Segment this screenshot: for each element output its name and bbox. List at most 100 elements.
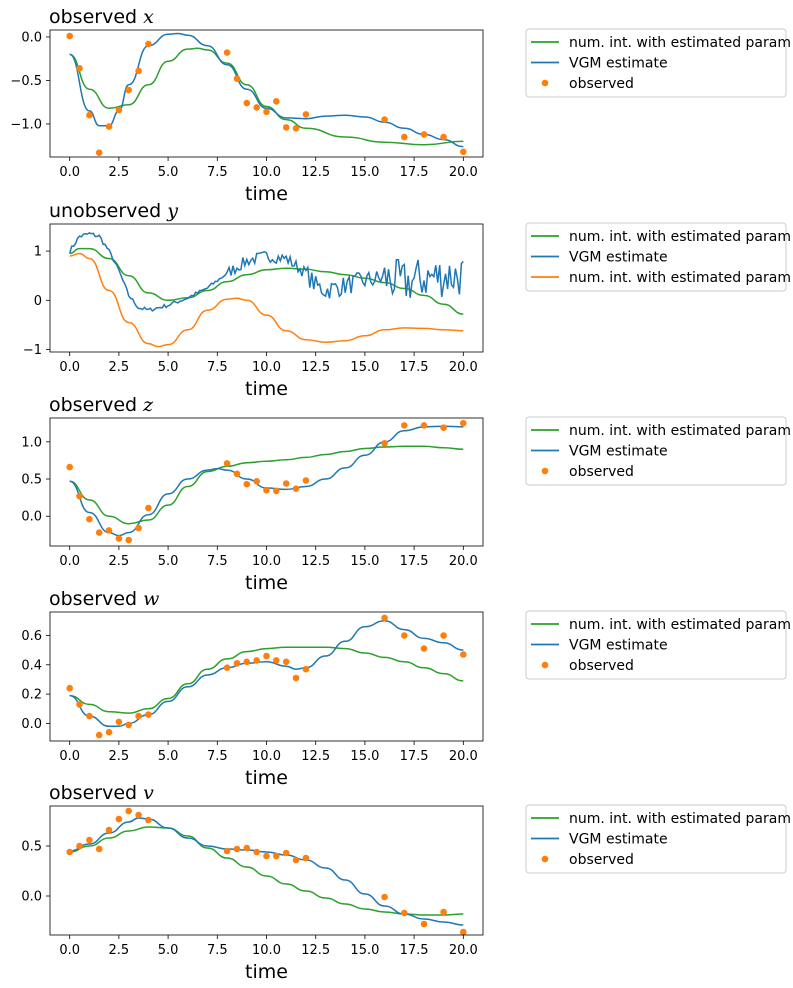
data-point: [440, 424, 447, 432]
x-tick-label: 5.0: [158, 554, 179, 569]
x-axis-label: time: [245, 767, 288, 789]
data-point: [401, 422, 408, 429]
data-point: [105, 527, 113, 534]
data-point: [273, 852, 280, 860]
chart-panel-1: observed x 0.0 2.5 5.0 7.5 10.0 12.5 15.0 17.5 20…: [10, 6, 791, 205]
x-tick-label: 12.5: [301, 165, 330, 180]
chart-title-prefix: observed: [49, 394, 143, 416]
data-point: [76, 701, 83, 708]
chart-title: observed w: [49, 588, 159, 610]
data-point: [420, 645, 428, 652]
data-point: [105, 826, 113, 834]
y-tick-label: 0.6: [21, 629, 42, 644]
data-point: [233, 470, 241, 478]
data-point: [233, 75, 241, 82]
chart-title: unobserved y: [49, 200, 178, 222]
legend-label: observed: [569, 76, 634, 92]
data-point: [243, 844, 251, 852]
legend: num. int. with estimated param VGM estima…: [525, 222, 791, 292]
x-tick-label: 0.0: [59, 749, 80, 764]
series-line-2: [68, 232, 464, 312]
data-point: [440, 632, 447, 639]
data-point: [420, 422, 428, 429]
y-tick-label: −1.0: [10, 117, 42, 132]
x-tick-label: 0.0: [59, 165, 80, 180]
x-tick-label: 0.0: [59, 360, 80, 375]
data-point: [440, 133, 447, 141]
y-tick-label: 0.5: [21, 840, 42, 855]
data-point: [135, 712, 142, 720]
plot-area: [66, 419, 467, 544]
legend-label: num. int. with estimated param: [569, 270, 791, 286]
data-point: [76, 65, 83, 72]
data-point: [115, 718, 123, 726]
legend-marker: [541, 79, 549, 87]
legend-marker: [541, 661, 549, 669]
data-point: [86, 515, 93, 523]
chart-title: observed z: [49, 394, 154, 416]
series-line-1: [69, 445, 464, 525]
y-tick-label: 0.0: [21, 510, 42, 525]
legend: num. int. with estimated param VGM estima…: [525, 416, 791, 486]
data-point: [86, 836, 93, 844]
data-point: [115, 535, 123, 542]
series-line-3: [69, 252, 464, 348]
data-point: [66, 684, 73, 692]
data-point: [95, 529, 103, 536]
x-tick-label: 20.0: [449, 749, 478, 764]
y-tick-label: 0.2: [21, 688, 42, 703]
x-tick-label: 15.0: [350, 165, 379, 180]
data-point: [282, 124, 290, 131]
data-point: [76, 842, 83, 850]
series-line-1: [69, 47, 464, 146]
legend-box: [525, 222, 787, 292]
data-point: [66, 463, 73, 471]
series-line-1: [69, 247, 464, 315]
x-tick-label: 17.5: [400, 943, 429, 958]
y-tick-label: 1: [34, 245, 42, 260]
data-point: [95, 731, 103, 739]
data-point: [282, 480, 290, 487]
data-point: [95, 149, 103, 156]
data-point: [292, 674, 300, 682]
chart-title-prefix: observed: [49, 588, 143, 610]
chart-title-variable: v: [143, 782, 154, 804]
data-point: [125, 807, 132, 815]
legend-box: [525, 610, 787, 680]
data-point: [243, 480, 251, 488]
x-tick-label: 10.0: [252, 554, 281, 569]
data-point: [135, 524, 142, 532]
legend-label: num. int. with estimated param: [569, 423, 791, 439]
x-tick-label: 15.0: [350, 749, 379, 764]
x-tick-label: 20.0: [449, 554, 478, 569]
data-point: [243, 99, 251, 107]
data-point: [233, 845, 241, 853]
data-point: [292, 485, 300, 493]
legend-label: VGM estimate: [569, 56, 668, 72]
data-point: [145, 816, 152, 824]
y-tick-label: 0.5: [21, 473, 42, 488]
x-tick-label: 20.0: [449, 165, 478, 180]
x-tick-label: 12.5: [301, 360, 330, 375]
data-point: [115, 815, 123, 823]
x-tick-label: 17.5: [400, 554, 429, 569]
x-axis-label: time: [245, 572, 288, 594]
data-point: [273, 657, 280, 664]
data-point: [86, 111, 93, 119]
data-point: [302, 111, 310, 118]
x-tick-label: 2.5: [109, 943, 130, 958]
data-point: [125, 721, 132, 729]
legend-box: [525, 416, 787, 486]
y-tick-label: 0.4: [21, 658, 42, 673]
data-point: [145, 40, 152, 48]
y-tick-label: 0: [34, 294, 42, 309]
x-tick-label: 0.0: [59, 943, 80, 958]
x-tick-label: 15.0: [350, 554, 379, 569]
data-point: [66, 848, 73, 856]
x-tick-label: 20.0: [449, 943, 478, 958]
data-point: [420, 131, 428, 138]
data-point: [86, 712, 93, 720]
x-tick-label: 5.0: [158, 943, 179, 958]
chart-title-variable: y: [166, 200, 178, 222]
